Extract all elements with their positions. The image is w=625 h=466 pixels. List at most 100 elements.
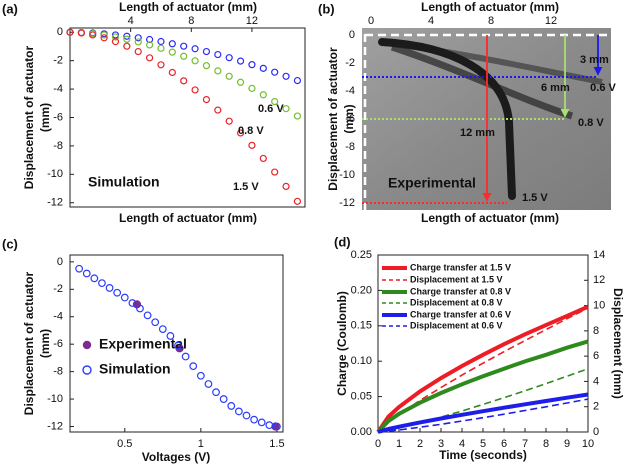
data-point [134,38,142,46]
data-point [181,352,190,361]
y-tick-label: -6 [53,111,63,123]
data-point [100,31,108,39]
data-point [145,54,154,62]
arrow-label: 6 mm [541,82,570,94]
data-point [168,68,176,77]
data-point [98,279,106,288]
data-point [236,57,245,65]
legend-label: Charge transfer at 0.6 V [410,309,511,319]
data-point [89,31,97,39]
x-tick-label: 0.5 [117,438,132,450]
data-point [225,72,233,80]
panel-label: (c) [2,236,18,251]
data-point [151,318,160,327]
x-tick-label: 8 [488,15,494,27]
data-point [248,84,256,92]
data-point [75,264,84,273]
data-point [191,45,199,53]
y2-tick-label: 8 [593,325,599,337]
panel: (a) Length of actuator (mm) Length of actu… [2,0,306,225]
data-point [180,77,188,85]
series-line [376,304,589,434]
x-tick-label: 4 [128,15,134,27]
y-tick-label: -8 [53,366,63,378]
y-axis-title: Displacement of actuator [22,271,36,415]
data-point [242,411,251,420]
y-tick-label: -2 [345,57,355,69]
voltage-label: 0.6 V [590,82,616,94]
annotation: 0.6 V [258,103,284,115]
data-point [128,299,137,307]
x-tick-label: 1 [198,438,204,450]
y-tick-label: -10 [47,168,63,180]
y-tick-label: -8 [53,140,63,152]
y-tick-label: 0.15 [351,320,372,332]
y-tick-label: 0.00 [351,426,372,438]
data-point [265,421,274,430]
panel-label: (b) [318,1,335,16]
y-axis-title: Displacement of actuator [326,47,340,191]
data-point [271,97,279,106]
legend-label: Displacement at 0.6 V [410,320,503,330]
panel: (d) Time (seconds) Charge (Coulomb) Displac… [334,234,625,462]
data-point [168,48,176,56]
y2-tick-label: 4 [593,375,599,387]
y-tick-label: -4 [345,85,355,97]
y2-tick-label: 14 [593,249,605,261]
y-tick-label: 0 [57,256,63,268]
y-axis-title: Displacement of actuator [22,45,36,189]
x-tick-label: 12 [246,15,258,27]
data-point [180,52,188,60]
data-point [158,325,167,333]
y-tick-label: -2 [53,55,63,67]
y2-tick-label: 12 [593,274,605,286]
x-tick-label: 7 [522,438,528,450]
y-axis-title: (mm) [342,104,356,133]
y2-tick-label: 0 [593,426,599,438]
y-tick-label: -10 [339,169,355,181]
y2-axis-title: Displacement (mm) [611,288,625,399]
actuator [378,38,516,200]
y-tick-label: 0 [349,29,355,41]
data-point [225,54,233,62]
data-point [157,61,165,69]
data-point [145,35,154,44]
legend-label: Charge transfer at 1.5 V [410,262,511,272]
y-tick-label: 0.20 [351,284,372,296]
data-point [293,112,302,120]
annotation: Experimental [388,175,476,191]
panel: (c) Voltages (V) Displacement of actuator(… [2,236,285,464]
data-point [100,34,108,42]
data-point [123,42,131,50]
data-point [293,197,302,205]
annotation: 1.5 V [233,181,259,193]
series-line [377,392,589,434]
panel: (b) Length of actuator (mm) Length of actu… [318,0,617,225]
y2-tick-label: 10 [593,299,605,311]
data-point [90,274,99,283]
data-point [105,284,114,292]
data-point [66,28,74,36]
y-tick-label: -12 [47,420,63,432]
x-tick-label: 1.5 [269,438,284,450]
x-tick-label: 6 [501,438,507,450]
x-tick-label: 0 [375,438,381,450]
legend-marker [82,365,92,375]
data-point [250,415,258,424]
y-tick-label: -8 [345,141,355,153]
data-point [293,76,302,85]
x-tick-label: 3 [438,438,444,450]
data-point [273,422,281,431]
data-point [191,57,199,65]
x-tick-label: 12 [545,15,557,27]
data-point [219,395,228,403]
data-point [248,141,256,149]
panel-label: (d) [334,234,351,249]
data-point [77,29,85,37]
data-point [136,304,144,313]
annotation: 0.8 V [238,125,264,137]
voltage-label: 0.8 V [578,117,604,129]
data-point [259,91,267,99]
x-tick-label: 5 [480,438,486,450]
